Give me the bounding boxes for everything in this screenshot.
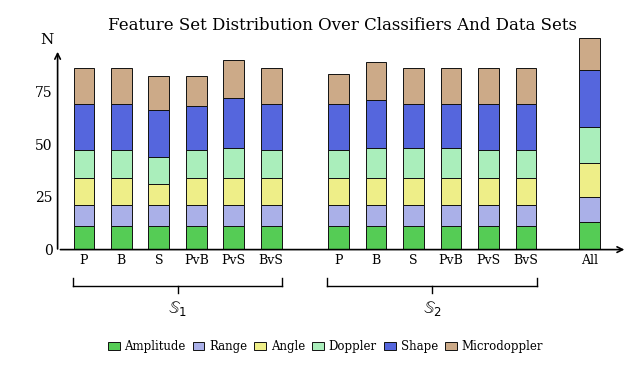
Bar (261, 227, 282, 250)
Bar (186, 178, 207, 205)
Bar (223, 148, 244, 178)
Bar (403, 227, 424, 250)
Bar (223, 60, 244, 98)
Bar (148, 110, 169, 157)
Bar (148, 157, 169, 184)
Bar (516, 178, 536, 205)
Bar (74, 227, 94, 250)
Bar (74, 205, 94, 227)
Bar (328, 104, 349, 151)
Bar (111, 205, 132, 227)
Bar (186, 76, 207, 106)
Bar (403, 178, 424, 205)
Bar (441, 178, 461, 205)
Bar (403, 68, 424, 104)
Bar (403, 148, 424, 178)
Bar (261, 68, 282, 104)
Bar (403, 205, 424, 227)
Bar (478, 68, 499, 104)
Bar (478, 178, 499, 205)
Bar (223, 227, 244, 250)
Bar (579, 127, 600, 163)
Bar (261, 178, 282, 205)
Bar (328, 74, 349, 104)
Bar (223, 205, 244, 227)
Bar (148, 205, 169, 227)
Bar (579, 163, 600, 197)
Bar (579, 38, 600, 70)
Bar (441, 227, 461, 250)
Text: N: N (40, 33, 54, 47)
Bar (148, 76, 169, 110)
Bar (111, 227, 132, 250)
Bar (186, 205, 207, 227)
Bar (74, 68, 94, 104)
Bar (261, 205, 282, 227)
Bar (223, 178, 244, 205)
Bar (186, 227, 207, 250)
Bar (366, 205, 387, 227)
Bar (74, 150, 94, 178)
Bar (441, 104, 461, 148)
Text: $\mathbb{S}_1$: $\mathbb{S}_1$ (168, 299, 187, 318)
Bar (366, 62, 387, 100)
Bar (328, 205, 349, 227)
Bar (186, 150, 207, 178)
Bar (366, 227, 387, 250)
Bar (478, 205, 499, 227)
Bar (111, 104, 132, 151)
Bar (261, 150, 282, 178)
Bar (223, 98, 244, 148)
Bar (579, 70, 600, 127)
Bar (579, 222, 600, 250)
Bar (328, 227, 349, 250)
Bar (516, 150, 536, 178)
Bar (148, 184, 169, 205)
Bar (516, 68, 536, 104)
Bar (579, 197, 600, 222)
Bar (148, 227, 169, 250)
Bar (366, 148, 387, 178)
Bar (478, 227, 499, 250)
Legend: Amplitude, Range, Angle, Doppler, Shape, Microdoppler: Amplitude, Range, Angle, Doppler, Shape,… (103, 336, 548, 358)
Bar (478, 104, 499, 151)
Bar (441, 205, 461, 227)
Title: Feature Set Distribution Over Classifiers And Data Sets: Feature Set Distribution Over Classifier… (108, 17, 577, 34)
Bar (328, 150, 349, 178)
Text: $\mathbb{S}_2$: $\mathbb{S}_2$ (423, 299, 442, 318)
Bar (328, 178, 349, 205)
Bar (111, 178, 132, 205)
Bar (441, 68, 461, 104)
Bar (74, 104, 94, 151)
Bar (478, 150, 499, 178)
Bar (111, 150, 132, 178)
Bar (403, 104, 424, 148)
Bar (366, 178, 387, 205)
Bar (74, 178, 94, 205)
Bar (261, 104, 282, 151)
Bar (516, 104, 536, 151)
Bar (516, 205, 536, 227)
Bar (366, 99, 387, 148)
Bar (186, 106, 207, 151)
Bar (441, 148, 461, 178)
Bar (516, 227, 536, 250)
Bar (111, 68, 132, 104)
